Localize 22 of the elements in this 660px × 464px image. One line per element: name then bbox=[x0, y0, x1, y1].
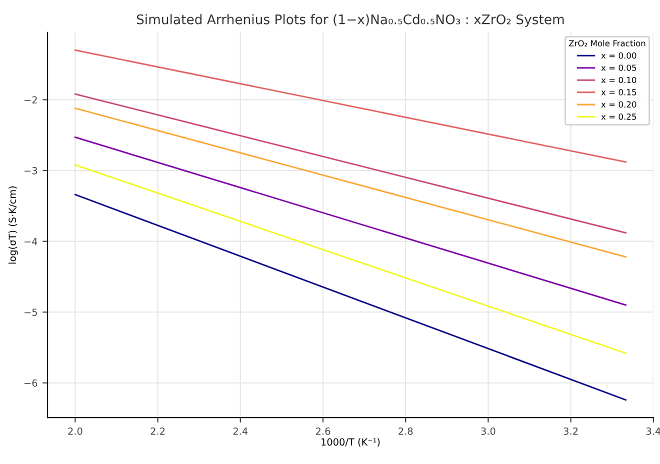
legend-label: x = 0.10 bbox=[601, 76, 636, 84]
y-axis-title: log(σT) (S·K/cm) bbox=[8, 186, 18, 264]
legend-label: x = 0.25 bbox=[601, 114, 636, 120]
x-tick-label: 2.0 bbox=[68, 427, 82, 435]
y-tick-label: −5 bbox=[24, 308, 37, 316]
legend-title: ZrO₂ Mole Fraction bbox=[568, 40, 646, 46]
x-tick-label: 2.8 bbox=[398, 427, 413, 435]
y-tick-label: −4 bbox=[24, 238, 38, 246]
y-tick-label: −6 bbox=[24, 379, 38, 387]
x-axis-title: 1000/T (K⁻¹) bbox=[322, 438, 380, 447]
legend-label: x = 0.15 bbox=[601, 89, 636, 96]
x-tick-label: 2.2 bbox=[150, 427, 165, 435]
x-tick-label: 3.2 bbox=[564, 427, 578, 435]
chart-title: Simulated Arrhenius Plots for (1−x)Na₀.₅Cd₀.₅NO₃ : xZrO₂ System bbox=[136, 14, 564, 27]
legend-label: x = 0.00 bbox=[601, 52, 636, 59]
y-tick-label: −3 bbox=[24, 167, 38, 174]
x-tick-label: 3.0 bbox=[481, 427, 496, 435]
y-tick-label: −2 bbox=[24, 96, 37, 104]
x-tick-label: 2.6 bbox=[316, 427, 330, 435]
legend-label: x = 0.20 bbox=[601, 101, 636, 108]
legend-label: x = 0.05 bbox=[601, 64, 636, 71]
x-tick-label: 2.4 bbox=[233, 427, 248, 435]
